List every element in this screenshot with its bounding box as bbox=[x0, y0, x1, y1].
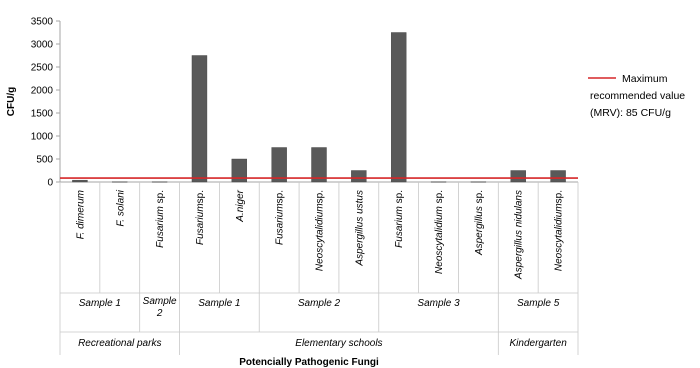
category-label: Neoscytalidiumsp. bbox=[554, 190, 565, 271]
legend-label-line: (MRV): 85 CFU/g bbox=[590, 107, 671, 119]
category-label-suffix: sp. bbox=[155, 190, 166, 206]
location-label: Recreational parks bbox=[78, 338, 161, 349]
category-label-name: F. solani bbox=[115, 189, 126, 226]
y-tick-label: 3000 bbox=[31, 40, 54, 51]
category-label-name: F. dimerum bbox=[75, 190, 86, 239]
category-label-name: Neoscytalidium bbox=[434, 206, 445, 274]
category-label: F. solani bbox=[115, 189, 126, 226]
legend-label-line: Maximum bbox=[622, 73, 668, 85]
bar bbox=[231, 158, 248, 183]
category-label-name: A.niger bbox=[235, 189, 246, 222]
category-label-name: Fusarium bbox=[195, 203, 206, 245]
bar bbox=[351, 170, 367, 183]
y-tick-label: 0 bbox=[47, 178, 53, 189]
bar bbox=[271, 147, 287, 183]
location-label: Kindergarten bbox=[510, 338, 568, 349]
bar bbox=[430, 181, 447, 183]
y-tick-label: 2500 bbox=[31, 63, 54, 74]
sample-label-line: Sample 2 bbox=[298, 298, 341, 309]
category-label-name: Fusarium bbox=[275, 203, 286, 245]
legend: Maximum recommended value (MRV): 85 CFU/g bbox=[588, 73, 685, 119]
category-label: Neoscytalidium sp. bbox=[434, 190, 445, 274]
bar bbox=[510, 170, 526, 183]
category-label: Fusarium sp. bbox=[155, 190, 166, 248]
bar bbox=[72, 179, 88, 183]
category-label: Aspergillus sp. bbox=[474, 190, 485, 256]
y-tick-label: 2000 bbox=[31, 86, 54, 97]
bar bbox=[112, 181, 128, 183]
y-tick-label: 3500 bbox=[31, 17, 54, 28]
category-label-name: Neoscytalidium bbox=[315, 203, 326, 271]
category-label-name: Neoscytalidium bbox=[554, 203, 565, 271]
category-label-suffix: sp. bbox=[434, 190, 445, 206]
category-label-name: Aspergillus bbox=[474, 206, 485, 256]
category-label: Fusariumsp. bbox=[195, 190, 206, 245]
sample-label-line: Sample bbox=[143, 296, 177, 307]
bar bbox=[550, 170, 566, 183]
category-label: Aspergillus ustus bbox=[354, 190, 365, 267]
category-label: A.niger bbox=[235, 189, 246, 222]
category-label-suffix: sp. bbox=[554, 190, 565, 203]
sample-label: Sample 1 bbox=[79, 298, 121, 309]
x-axis-title: Potencially Pathogenic Fungi bbox=[239, 357, 379, 368]
bar bbox=[191, 55, 208, 183]
category-label: Fusariumsp. bbox=[275, 190, 286, 245]
bar bbox=[151, 181, 168, 183]
bar bbox=[470, 181, 487, 183]
axes: 0 500 1000 1500 2000 2500 3000 3500 CFU/g Potenci… bbox=[6, 17, 579, 368]
sample-label: Sample 2 bbox=[143, 296, 177, 319]
legend-label-line: recommended value bbox=[590, 90, 685, 102]
legend-label: Maximum recommended value (MRV): 85 CFU/g bbox=[590, 73, 685, 119]
y-tick-label: 1000 bbox=[31, 132, 54, 143]
sample-label: Sample 5 bbox=[517, 298, 560, 309]
category-label-name: Aspergillus ustus bbox=[354, 190, 365, 267]
sample-label-line: 2 bbox=[156, 308, 163, 319]
bar bbox=[311, 147, 327, 183]
category-label-name: Fusarium bbox=[394, 206, 405, 248]
bar bbox=[390, 32, 407, 183]
y-axis-title: CFU/g bbox=[6, 87, 17, 116]
sample-label-line: Sample 3 bbox=[417, 298, 460, 309]
category-label-suffix: sp. bbox=[315, 190, 326, 203]
category-label-name: Aspergillus nidulans bbox=[514, 190, 525, 280]
sample-label: Sample 3 bbox=[417, 298, 460, 309]
sample-label-line: Sample 5 bbox=[517, 298, 560, 309]
category-label-name: Fusarium bbox=[155, 206, 166, 248]
bars bbox=[72, 32, 566, 183]
category-label: Fusarium sp. bbox=[394, 190, 405, 248]
category-label-suffix: sp. bbox=[394, 190, 405, 206]
sample-label: Sample 2 bbox=[298, 298, 341, 309]
y-tick-label: 500 bbox=[36, 155, 53, 166]
location-label: Elementary schools bbox=[295, 338, 382, 349]
category-label-suffix: sp. bbox=[474, 190, 485, 206]
category-label: Neoscytalidiumsp. bbox=[315, 190, 326, 271]
sample-label-line: Sample 1 bbox=[198, 298, 240, 309]
category-label-suffix: sp. bbox=[275, 190, 286, 203]
category-label-suffix: sp. bbox=[195, 190, 206, 203]
category-label: F. dimerum bbox=[75, 190, 86, 239]
y-tick-label: 1500 bbox=[31, 109, 54, 120]
category-label: Aspergillus nidulans bbox=[514, 190, 525, 280]
sample-label-line: Sample 1 bbox=[79, 298, 121, 309]
labels: F. dimerum F. solani Fusarium sp.Fusariums… bbox=[75, 189, 567, 349]
sample-label: Sample 1 bbox=[198, 298, 240, 309]
